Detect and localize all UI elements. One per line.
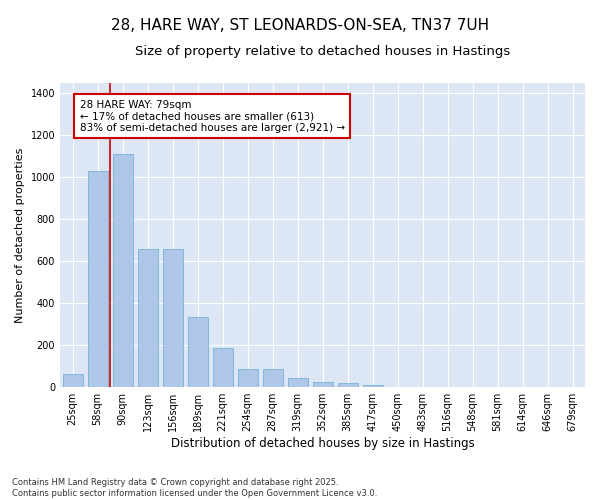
Bar [362, 385, 383, 387]
Bar [212, 348, 233, 387]
Bar [137, 248, 158, 387]
Text: 28, HARE WAY, ST LEONARDS-ON-SEA, TN37 7UH: 28, HARE WAY, ST LEONARDS-ON-SEA, TN37 7… [111, 18, 489, 32]
Bar [62, 374, 83, 387]
Bar [263, 370, 283, 387]
Bar [163, 248, 182, 387]
Bar [88, 171, 107, 387]
Y-axis label: Number of detached properties: Number of detached properties [15, 148, 25, 322]
Text: 28 HARE WAY: 79sqm
← 17% of detached houses are smaller (613)
83% of semi-detach: 28 HARE WAY: 79sqm ← 17% of detached hou… [80, 100, 344, 133]
X-axis label: Distribution of detached houses by size in Hastings: Distribution of detached houses by size … [170, 437, 475, 450]
Bar [313, 382, 332, 387]
Bar [238, 370, 257, 387]
Bar [338, 382, 358, 387]
Text: Contains HM Land Registry data © Crown copyright and database right 2025.
Contai: Contains HM Land Registry data © Crown c… [12, 478, 377, 498]
Bar [188, 317, 208, 387]
Title: Size of property relative to detached houses in Hastings: Size of property relative to detached ho… [135, 45, 510, 58]
Bar [113, 154, 133, 387]
Bar [287, 378, 308, 387]
